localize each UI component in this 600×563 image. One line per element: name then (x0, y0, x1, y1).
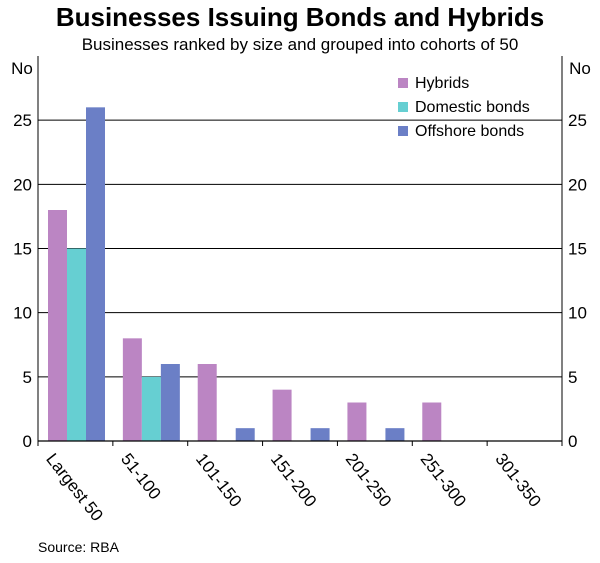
plot-frame (37, 56, 563, 442)
legend-swatch (398, 126, 408, 136)
y-tick-label-left: 15 (13, 240, 32, 259)
y-axis-label-right: No (569, 59, 591, 78)
x-tick-label: 251-300 (417, 450, 470, 511)
legend-label: Offshore bonds (415, 123, 524, 140)
y-axis-ticks: 0 0 5 5 10 10 15 15 20 20 25 25 (13, 111, 587, 451)
chart-title: Businesses Issuing Bonds and Hybrids (56, 2, 544, 32)
bar (160, 364, 180, 441)
bar (86, 107, 105, 441)
x-axis-ticks: Largest 50 51-100 101-150 151-200 201-250 251… (37, 441, 563, 525)
y-tick-label-right: 5 (568, 368, 577, 387)
x-tick-label: 151-200 (267, 450, 320, 511)
y-tick-label-right: 25 (568, 111, 587, 130)
x-tick-label: 51-100 (117, 450, 165, 503)
y-tick-label-right: 20 (568, 175, 587, 194)
x-tick-label: 201-250 (342, 450, 395, 511)
y-tick-label-left: 25 (13, 111, 32, 130)
y-tick-label-right: 0 (568, 432, 577, 451)
bar (422, 402, 442, 441)
y-tick-label-left: 20 (13, 175, 32, 194)
bar (67, 248, 86, 441)
legend-swatch (398, 102, 408, 112)
bar (141, 376, 161, 441)
source-note: Source: RBA (38, 539, 120, 555)
y-tick-label-right: 10 (568, 304, 587, 323)
chart-subtitle: Businesses ranked by size and grouped in… (82, 35, 519, 54)
legend: Hybrids Domestic bonds Offshore bonds (398, 75, 530, 140)
x-tick-label: 301-350 (491, 450, 544, 511)
y-tick-label-right: 15 (568, 240, 587, 259)
bar (197, 364, 217, 441)
x-tick-label: Largest 50 (42, 450, 106, 525)
y-tick-label-left: 0 (23, 432, 32, 451)
legend-label: Hybrids (415, 75, 469, 92)
bars (48, 107, 442, 441)
y-tick-label-left: 10 (13, 304, 32, 323)
x-tick-label: 101-150 (192, 450, 245, 511)
y-axis-label-left: No (11, 59, 33, 78)
bar (48, 210, 67, 441)
legend-swatch (398, 78, 408, 88)
bar (272, 389, 292, 441)
bar (235, 428, 255, 441)
gridlines (38, 119, 562, 378)
y-tick-label-left: 5 (23, 368, 32, 387)
bar (385, 428, 405, 441)
bar (122, 338, 142, 441)
legend-label: Domestic bonds (415, 99, 530, 116)
bar (347, 402, 367, 441)
bar (310, 428, 330, 441)
